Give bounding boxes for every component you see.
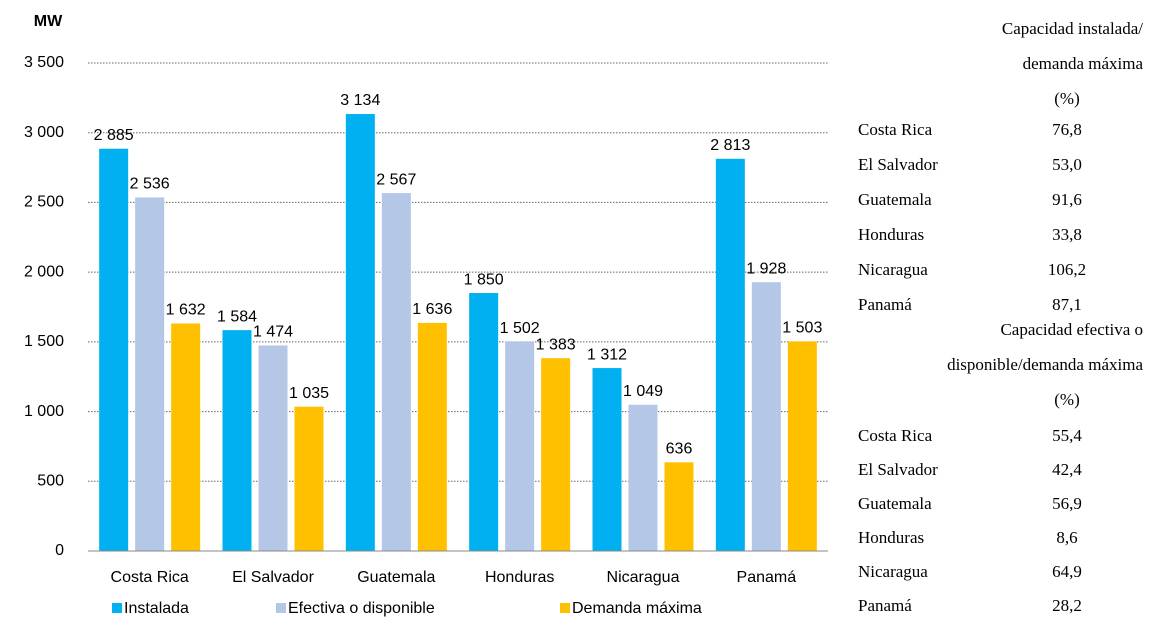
row-name: Panamá (858, 295, 912, 314)
x-tick-label: El Salvador (232, 569, 314, 586)
row-name: Panamá (858, 596, 912, 615)
y-tick-label: 2 000 (24, 263, 64, 280)
data-label: 1 928 (746, 260, 786, 277)
bar (469, 293, 499, 551)
data-label: 3 134 (340, 92, 380, 109)
data-label: 2 885 (94, 127, 134, 144)
row-value: 91,6 (1052, 190, 1082, 209)
data-label: 1 503 (782, 320, 822, 337)
data-label: 2 536 (130, 176, 170, 193)
row-name: Nicaragua (858, 562, 928, 581)
bar (417, 322, 447, 551)
bar (222, 330, 252, 551)
data-label: 1 049 (623, 383, 663, 400)
data-label: 1 632 (166, 302, 206, 319)
section-title: Capacidad instalada/ (1002, 19, 1143, 38)
x-tick-label: Costa Rica (111, 569, 189, 586)
data-label: 2 567 (376, 171, 416, 188)
legend-swatch (276, 603, 286, 613)
data-label: 1 474 (253, 324, 293, 341)
legend-swatch (560, 603, 570, 613)
row-name: Nicaragua (858, 260, 928, 279)
row-value: 42,4 (1052, 460, 1082, 479)
row-value: 106,2 (1048, 260, 1086, 279)
y-tick-label: 0 (55, 542, 64, 559)
x-tick-label: Panamá (737, 569, 797, 586)
row-name: Honduras (858, 528, 924, 547)
y-tick-label: 1 000 (24, 403, 64, 420)
data-label: 1 502 (500, 320, 540, 337)
y-tick-label: 3 500 (24, 54, 64, 71)
legend-swatch (112, 603, 122, 613)
data-label: 1 035 (289, 385, 329, 402)
legend-label: Efectiva o disponible (288, 600, 435, 617)
legend-label: Instalada (124, 600, 189, 617)
data-label: 1 584 (217, 308, 257, 325)
y-tick-label: 2 500 (24, 194, 64, 211)
row-value: 56,9 (1052, 494, 1082, 513)
bar (99, 148, 129, 551)
bar (751, 282, 781, 551)
bar (171, 323, 201, 551)
row-name: Honduras (858, 225, 924, 244)
row-name: Guatemala (858, 190, 932, 209)
section-title: (%) (1054, 89, 1079, 108)
row-value: 87,1 (1052, 295, 1082, 314)
data-label: 1 312 (587, 346, 627, 363)
y-tick-label: 3 000 (24, 124, 64, 141)
y-tick-label: 500 (37, 473, 64, 490)
bar (258, 345, 288, 551)
bar (135, 197, 165, 551)
section-title: demanda máxima (1023, 54, 1144, 73)
bar (505, 341, 535, 551)
row-name: Costa Rica (858, 120, 933, 139)
row-name: Costa Rica (858, 426, 933, 445)
x-tick-label: Guatemala (357, 569, 435, 586)
bar (787, 341, 817, 551)
bar (715, 158, 745, 552)
row-name: Guatemala (858, 494, 932, 513)
section-title: Capacidad efectiva o (1000, 320, 1143, 339)
row-value: 55,4 (1052, 426, 1082, 445)
y-unit: MW (34, 13, 63, 30)
y-tick-label: 1 500 (24, 333, 64, 350)
data-label: 1 636 (412, 301, 452, 318)
section-title: (%) (1054, 390, 1079, 409)
bar (294, 406, 324, 551)
data-label: 1 383 (536, 336, 576, 353)
bar (381, 193, 411, 551)
row-value: 76,8 (1052, 120, 1082, 139)
data-label: 1 850 (464, 271, 504, 288)
row-value: 28,2 (1052, 596, 1082, 615)
row-name: El Salvador (858, 460, 938, 479)
data-label: 2 813 (710, 137, 750, 154)
bar (664, 462, 694, 551)
x-tick-label: Honduras (485, 569, 554, 586)
x-tick-label: Nicaragua (607, 569, 680, 586)
row-name: El Salvador (858, 155, 938, 174)
data-label: 636 (666, 441, 693, 458)
legend-label: Demanda máxima (572, 600, 702, 617)
bar (541, 358, 571, 551)
section-title: disponible/demanda máxima (947, 355, 1143, 374)
row-value: 53,0 (1052, 155, 1082, 174)
bar (345, 114, 375, 552)
bar (592, 368, 622, 551)
bar (628, 404, 658, 551)
row-value: 8,6 (1056, 528, 1077, 547)
row-value: 64,9 (1052, 562, 1082, 581)
row-value: 33,8 (1052, 225, 1082, 244)
